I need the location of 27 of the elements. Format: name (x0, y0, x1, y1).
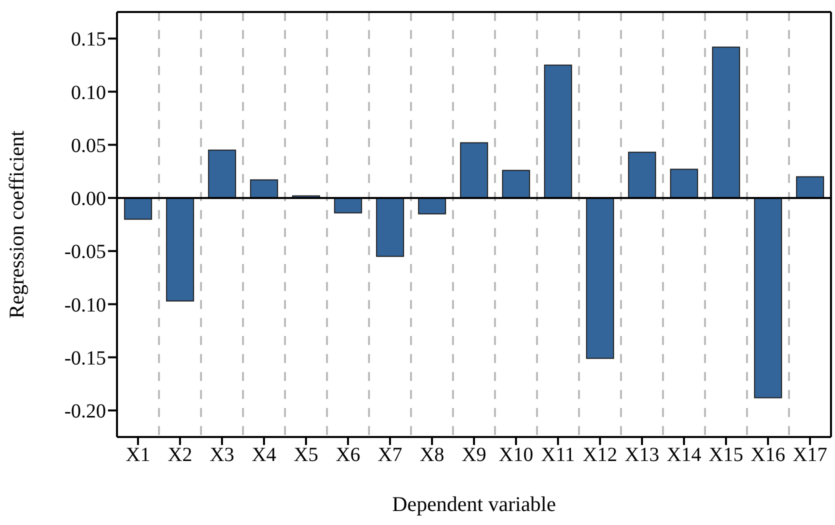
x-tick-label: X10 (498, 444, 534, 466)
x-tick-label: X17 (792, 444, 828, 466)
x-tick-label: X9 (462, 444, 486, 466)
y-tick-label: 0.15 (71, 28, 106, 51)
y-tick-label: 0.10 (71, 82, 106, 104)
x-axis-title: Dependent variable (392, 492, 556, 516)
x-tick-label: X6 (336, 444, 360, 466)
x-tick-label: X11 (541, 444, 575, 466)
y-tick-label: 0.00 (71, 188, 106, 210)
x-tick-label: X16 (750, 444, 786, 466)
x-tick-label: X2 (168, 444, 192, 466)
x-tick-label: X4 (252, 444, 276, 466)
x-tick-label: X12 (582, 444, 618, 466)
x-tick-label: X5 (294, 444, 318, 466)
y-tick-label: -0.20 (64, 400, 106, 423)
x-tick-label: X14 (666, 444, 702, 466)
y-tick-label: -0.15 (64, 347, 106, 370)
x-tick-label: X15 (708, 444, 744, 466)
y-tick-label: -0.05 (64, 241, 106, 264)
x-tick-label: X7 (378, 444, 402, 466)
x-tick-label: X13 (624, 444, 660, 466)
x-tick-label: X1 (126, 444, 150, 466)
x-tick-label: X8 (420, 444, 444, 466)
y-axis-title: Regression coefficient (4, 130, 28, 318)
x-tick-label: X3 (210, 444, 234, 466)
y-tick-label: 0.05 (71, 134, 106, 157)
y-tick-label: -0.10 (64, 294, 106, 316)
